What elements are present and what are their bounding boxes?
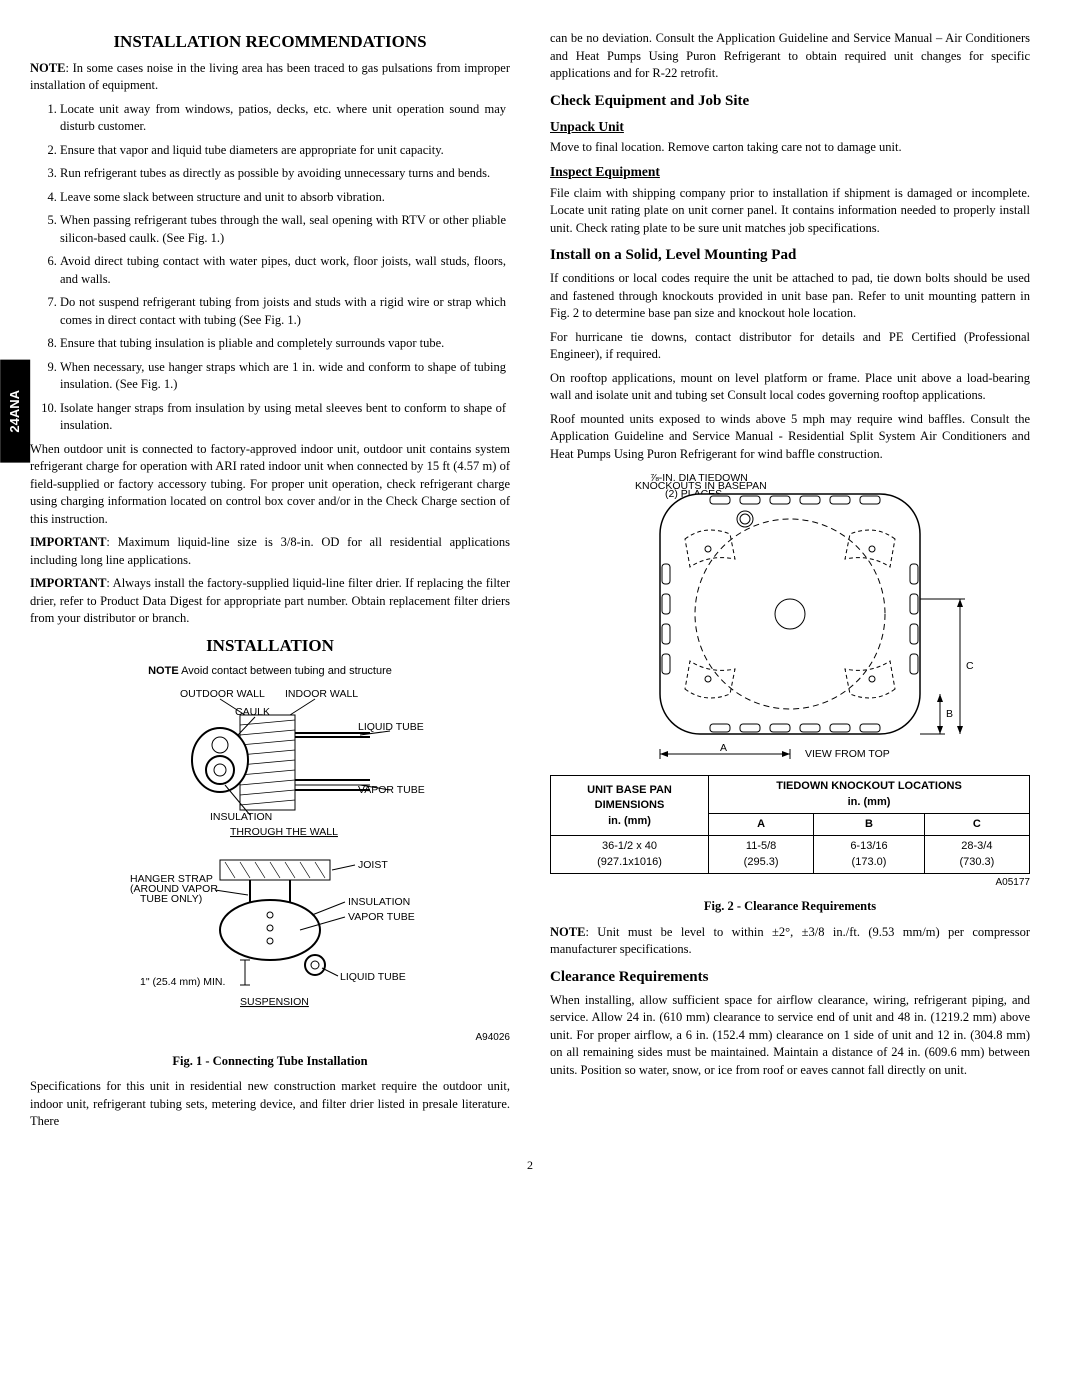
svg-text:LIQUID TUBE: LIQUID TUBE: [358, 721, 424, 733]
svg-text:1" (25.4 mm) MIN.: 1" (25.4 mm) MIN.: [140, 976, 225, 988]
recommendation-item: Leave some slack between structure and u…: [60, 189, 510, 207]
fig2-diagram: ⅞-IN. DIA TIEDOWN KNOCKOUTS IN BASEPAN (…: [590, 469, 990, 769]
heading-recommendations: INSTALLATION RECOMMENDATIONS: [30, 30, 510, 54]
svg-text:A: A: [720, 742, 727, 754]
svg-text:SUSPENSION: SUSPENSION: [240, 996, 309, 1008]
left-column: INSTALLATION RECOMMENDATIONS NOTE: In so…: [30, 30, 510, 1137]
svg-text:C: C: [966, 660, 974, 672]
fig1-note: NOTE Avoid contact between tubing and st…: [30, 664, 510, 679]
para-specifications: Specifications for this unit in resident…: [30, 1078, 510, 1131]
svg-text:VAPOR TUBE: VAPOR TUBE: [348, 911, 415, 923]
note-gas-pulsations: NOTE: In some cases noise in the living …: [30, 60, 510, 95]
recommendation-item: Avoid direct tubing contact with water p…: [60, 253, 510, 288]
fig1-number: A94026: [30, 1031, 510, 1045]
para-unpack: Move to final location. Remove carton ta…: [550, 139, 1030, 157]
fig2-caption: Fig. 2 - Clearance Requirements: [550, 898, 1030, 916]
recommendation-item: Ensure that tubing insulation is pliable…: [60, 335, 510, 353]
knockout-table: UNIT BASE PANDIMENSIONSin. (mm) TIEDOWN …: [550, 775, 1030, 874]
svg-text:INDOOR WALL: INDOOR WALL: [285, 688, 358, 700]
para-pad2: For hurricane tie downs, contact distrib…: [550, 329, 1030, 364]
heading-unpack: Unpack Unit: [550, 118, 1030, 137]
fig2-number: A05177: [550, 876, 1030, 890]
recommendation-item: Do not suspend refrigerant tubing from j…: [60, 294, 510, 329]
svg-text:LIQUID TUBE: LIQUID TUBE: [340, 971, 406, 983]
th-basepan: UNIT BASE PANDIMENSIONSin. (mm): [551, 776, 709, 836]
th-tiedown: TIEDOWN KNOCKOUT LOCATIONSin. (mm): [709, 776, 1030, 814]
para-pad1: If conditions or local codes require the…: [550, 270, 1030, 323]
svg-text:TUBE ONLY): TUBE ONLY): [140, 893, 202, 905]
right-column: can be no deviation. Consult the Applica…: [550, 30, 1030, 1137]
recommendation-item: Run refrigerant tubes as directly as pos…: [60, 165, 510, 183]
td-b: 6-13/16(173.0): [814, 836, 925, 874]
svg-text:INSULATION: INSULATION: [348, 896, 410, 908]
svg-text:OUTDOOR WALL: OUTDOOR WALL: [180, 688, 265, 700]
svg-text:THROUGH THE WALL: THROUGH THE WALL: [230, 826, 338, 838]
para-continuation: can be no deviation. Consult the Applica…: [550, 30, 1030, 83]
para-important2: IMPORTANT: Always install the factory-su…: [30, 575, 510, 628]
svg-text:VAPOR TUBE: VAPOR TUBE: [358, 784, 425, 796]
svg-text:B: B: [946, 708, 953, 720]
page-number: 2: [30, 1157, 1030, 1174]
para-outdoor-unit: When outdoor unit is connected to factor…: [30, 441, 510, 529]
heading-inspect: Inspect Equipment: [550, 163, 1030, 182]
note-level: NOTE: Unit must be level to within ±2°, …: [550, 924, 1030, 959]
heading-check-equipment: Check Equipment and Job Site: [550, 91, 1030, 112]
heading-installation: INSTALLATION: [30, 634, 510, 658]
recommendation-item: Isolate hanger straps from insulation by…: [60, 400, 510, 435]
heading-clearance: Clearance Requirements: [550, 967, 1030, 988]
th-c: C: [924, 814, 1029, 836]
th-b: B: [814, 814, 925, 836]
recommendation-item: Locate unit away from windows, patios, d…: [60, 101, 510, 136]
para-important1: IMPORTANT: Maximum liquid-line size is 3…: [30, 534, 510, 569]
heading-mounting-pad: Install on a Solid, Level Mounting Pad: [550, 245, 1030, 266]
para-pad3: On rooftop applications, mount on level …: [550, 370, 1030, 405]
td-a: 11-5/8(295.3): [709, 836, 814, 874]
svg-text:VIEW FROM TOP: VIEW FROM TOP: [805, 748, 890, 760]
svg-text:CAULK: CAULK: [235, 706, 270, 718]
two-column-layout: INSTALLATION RECOMMENDATIONS NOTE: In so…: [30, 30, 1030, 1137]
side-tab: 24ANA: [0, 360, 30, 463]
svg-text:JOIST: JOIST: [358, 859, 388, 871]
para-inspect: File claim with shipping company prior t…: [550, 185, 1030, 238]
recommendation-item: Ensure that vapor and liquid tube diamet…: [60, 142, 510, 160]
fig1-caption: Fig. 1 - Connecting Tube Installation: [30, 1053, 510, 1071]
th-a: A: [709, 814, 814, 836]
td-c: 28-3/4(730.3): [924, 836, 1029, 874]
td-dim: 36-1/2 x 40(927.1x1016): [551, 836, 709, 874]
fig1-diagram: OUTDOOR WALL INDOOR WALL CAULK: [90, 685, 450, 1025]
recommendation-item: When passing refrigerant tubes through t…: [60, 212, 510, 247]
para-clearance: When installing, allow sufficient space …: [550, 992, 1030, 1080]
recommendation-item: When necessary, use hanger straps which …: [60, 359, 510, 394]
para-pad4: Roof mounted units exposed to winds abov…: [550, 411, 1030, 464]
recommendation-list: Locate unit away from windows, patios, d…: [30, 101, 510, 435]
svg-text:INSULATION: INSULATION: [210, 811, 272, 823]
